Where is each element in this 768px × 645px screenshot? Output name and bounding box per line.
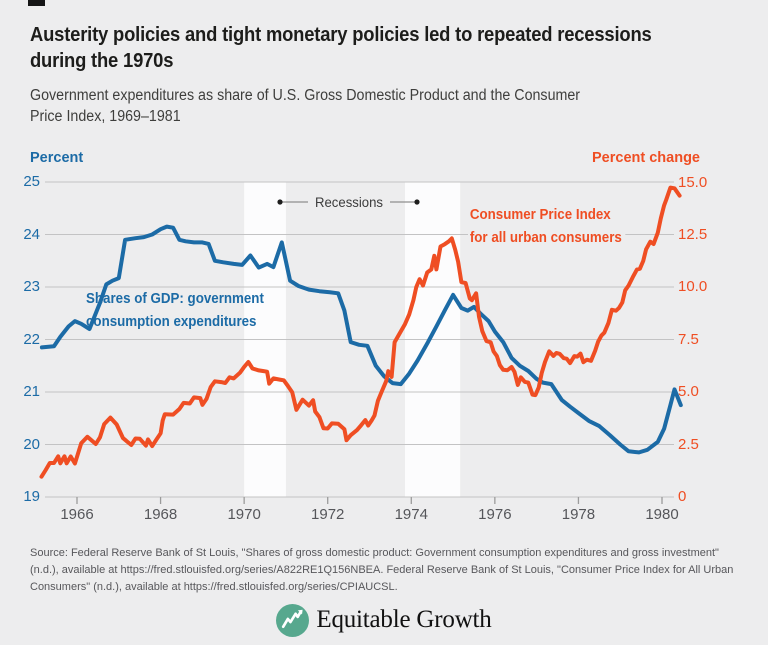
source-text: Source: Federal Reserve Bank of St Louis…	[30, 547, 734, 594]
right-axis-tick: 15.0	[678, 173, 708, 191]
x-axis-tick: 1976	[478, 506, 512, 523]
x-axis-tick: 1970	[227, 506, 261, 523]
x-axis-tick: 1980	[645, 506, 679, 523]
left-axis-tick: 24	[23, 225, 40, 243]
left-axis-tick: 20	[23, 435, 40, 453]
right-axis-label: Percent change	[592, 150, 700, 166]
logo-icon	[276, 603, 310, 637]
x-axis-tick: 1966	[60, 506, 94, 523]
right-axis-tick: 7.5	[678, 330, 699, 348]
left-axis-tick: 19	[23, 488, 40, 505]
right-axis-tick: 12.5	[678, 226, 708, 243]
left-axis-tick: 23	[23, 278, 40, 295]
logo-text: Equitable Growth	[316, 606, 492, 633]
corner-mark	[28, 0, 45, 6]
cpi-series-label: Consumer Price Index for all urban consu…	[468, 204, 626, 253]
left-axis-tick: 25	[23, 173, 40, 190]
left-axis-tick: 21	[23, 383, 40, 400]
x-axis-tick: 1974	[394, 506, 428, 523]
right-axis-tick: 2.5	[678, 435, 699, 453]
chart-subtitle: Government expenditures as share of U.S.…	[30, 87, 581, 125]
gdp-series-label: Shares of GDP: government consumption ex…	[86, 291, 264, 331]
right-axis-tick: 10.0	[678, 278, 708, 296]
left-axis-tick: 22	[23, 330, 40, 348]
x-axis-tick: 1978	[561, 506, 596, 523]
right-axis-tick: 5.0	[678, 383, 699, 401]
x-axis-tick: 1968	[143, 506, 178, 523]
chart-title: Austerity policies and tight monetary po…	[30, 24, 652, 72]
recessions-label: Recessions	[314, 194, 384, 210]
right-axis-tick: 0	[678, 488, 687, 505]
x-axis-tick: 1972	[311, 506, 345, 523]
logo: Equitable Growth	[0, 600, 768, 640]
left-axis-label: Percent	[30, 150, 84, 166]
